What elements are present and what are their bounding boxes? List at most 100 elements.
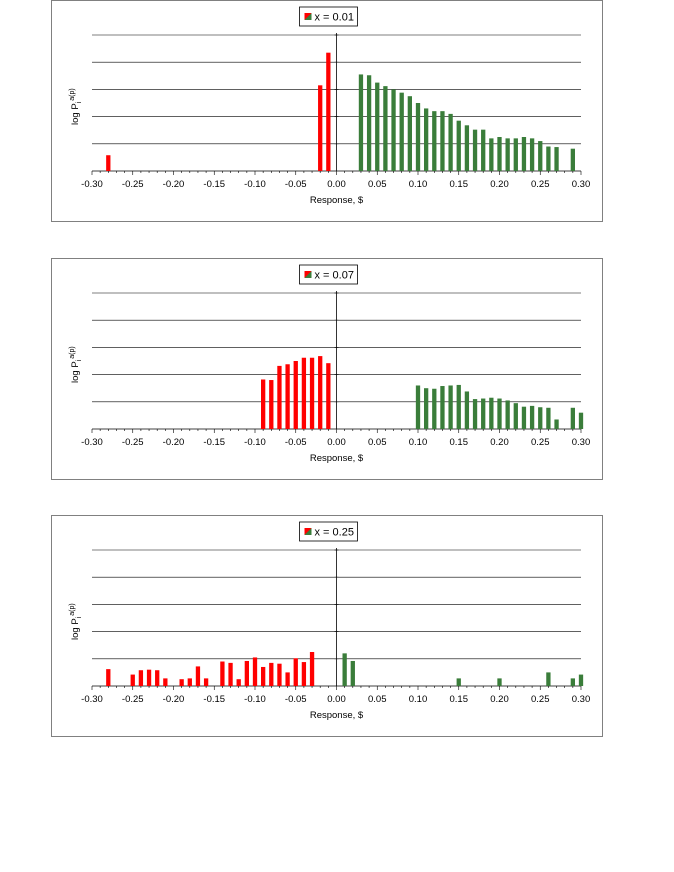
x-tick-label: 0.05 xyxy=(368,437,387,448)
bar xyxy=(236,679,241,686)
bar xyxy=(546,407,551,429)
bar xyxy=(301,357,307,429)
bar xyxy=(481,129,486,171)
bar xyxy=(106,155,111,171)
bar xyxy=(497,678,502,686)
bar xyxy=(106,669,111,686)
y-axis-title: log Pia(p) xyxy=(69,603,83,640)
bar xyxy=(505,138,510,171)
bar xyxy=(456,384,461,429)
x-tick-label: 0.30 xyxy=(572,694,591,705)
x-tick-label: 0.30 xyxy=(572,437,591,448)
chart-panel-2: -0.30 -0.25 -0.20 -0.15 -0.10 -0.05 0.00 0.05 0.… xyxy=(51,258,603,480)
bar xyxy=(554,147,559,171)
x-tick-label: 0.15 xyxy=(450,179,469,190)
bar xyxy=(415,385,421,429)
bar xyxy=(448,385,453,429)
bar xyxy=(497,137,502,171)
bar xyxy=(481,398,486,429)
bar xyxy=(318,85,323,171)
bar xyxy=(570,678,575,686)
bar xyxy=(570,407,575,429)
bar xyxy=(489,397,494,429)
x-tick-label: 0.25 xyxy=(531,694,550,705)
bar xyxy=(220,661,225,686)
bar xyxy=(261,379,266,429)
bar xyxy=(546,672,551,686)
y-axis-title: log Pia(p) xyxy=(69,88,83,125)
x-tick-label: 0.00 xyxy=(327,694,346,705)
x-tick-label: 0.20 xyxy=(490,437,509,448)
chart-panel-3: -0.30 -0.25 -0.20 -0.15 -0.10 -0.05 0.00 0.05 0.… xyxy=(51,515,603,737)
legend-swatch-green xyxy=(304,13,312,20)
bar xyxy=(448,113,453,171)
bar xyxy=(309,652,315,686)
bar xyxy=(130,674,135,686)
x-tick-label: 0.05 xyxy=(368,694,387,705)
legend-label: x = 0.07 xyxy=(315,270,354,282)
legend-box xyxy=(299,521,358,542)
bar xyxy=(472,129,478,171)
x-tick-label: -0.15 xyxy=(203,179,225,190)
bar xyxy=(293,361,298,429)
x-tick-label: 0.05 xyxy=(368,179,387,190)
bar xyxy=(440,386,445,429)
bar xyxy=(179,679,184,686)
x-tick-label: -0.20 xyxy=(163,179,185,190)
bar xyxy=(285,364,290,429)
y-axis-title: log Pia(p) xyxy=(69,346,83,383)
x-tick-label: -0.25 xyxy=(122,437,144,448)
legend-box xyxy=(299,264,358,285)
bar xyxy=(424,388,429,429)
x-tick-label: 0.15 xyxy=(450,437,469,448)
legend-swatch-green xyxy=(304,528,312,535)
bar xyxy=(521,406,527,429)
bar xyxy=(277,365,282,429)
legend-label: x = 0.01 xyxy=(315,12,354,24)
bar xyxy=(407,96,412,171)
x-tick-label: 0.10 xyxy=(409,179,428,190)
bar xyxy=(489,138,494,171)
bar xyxy=(554,419,559,429)
x-tick-label: -0.05 xyxy=(285,437,307,448)
x-tick-label: -0.30 xyxy=(81,437,103,448)
chart-svg-1: -0.30 -0.25 -0.20 -0.15 -0.10 -0.05 0.00 0.05 0.… xyxy=(69,6,591,206)
x-tick-label: 0.10 xyxy=(409,694,428,705)
x-tick-label: -0.10 xyxy=(244,694,266,705)
bar xyxy=(415,103,421,171)
bar xyxy=(269,662,274,686)
bar xyxy=(277,663,282,686)
x-tick-label: 0.00 xyxy=(327,437,346,448)
bar xyxy=(546,146,551,171)
bar xyxy=(269,380,274,429)
bar xyxy=(424,108,429,171)
bar xyxy=(358,74,364,171)
x-tick-label: -0.30 xyxy=(81,179,103,190)
x-tick-label: 0.25 xyxy=(531,437,550,448)
chart-svg-3: -0.30 -0.25 -0.20 -0.15 -0.10 -0.05 0.00 0.05 0.… xyxy=(69,521,591,721)
bar xyxy=(513,403,518,429)
legend-label: x = 0.25 xyxy=(315,527,354,539)
bar xyxy=(375,82,380,171)
bar xyxy=(301,662,307,686)
bar xyxy=(538,407,543,429)
x-tick-label: 0.30 xyxy=(572,179,591,190)
bar xyxy=(513,138,518,171)
x-axis-title: Response, $ xyxy=(310,195,364,206)
bar xyxy=(163,678,168,686)
bar xyxy=(187,678,192,686)
bar xyxy=(366,75,372,171)
bar xyxy=(146,669,152,686)
bar xyxy=(138,670,144,686)
bar xyxy=(529,138,535,171)
x-tick-label: -0.15 xyxy=(203,437,225,448)
bar xyxy=(456,678,461,686)
bar xyxy=(383,86,388,171)
bar xyxy=(309,357,315,429)
legend-box xyxy=(299,6,358,27)
bar xyxy=(464,125,470,171)
x-tick-label: -0.20 xyxy=(163,437,185,448)
bar xyxy=(342,653,347,686)
x-tick-label: 0.15 xyxy=(450,694,469,705)
bar xyxy=(464,391,470,429)
